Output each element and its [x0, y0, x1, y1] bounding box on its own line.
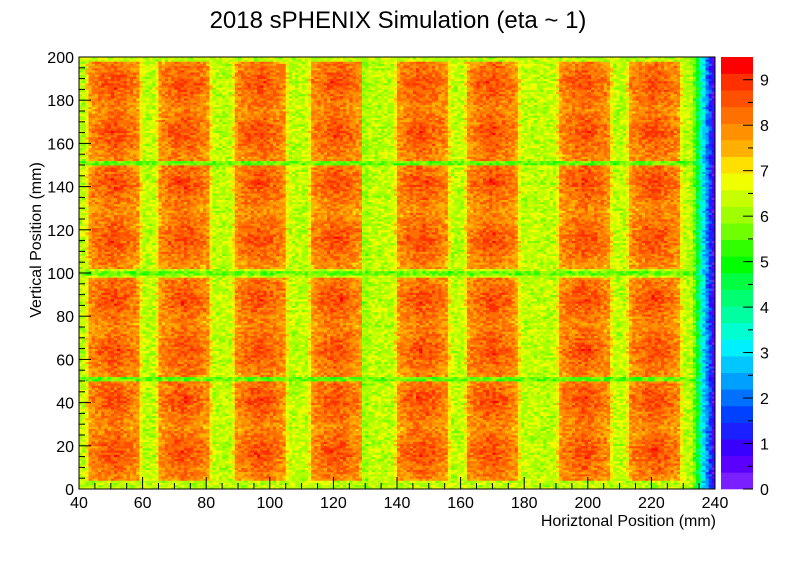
chart-title: 2018 sPHENIX Simulation (eta ~ 1) — [210, 7, 587, 34]
heatmap-cells — [79, 57, 715, 489]
